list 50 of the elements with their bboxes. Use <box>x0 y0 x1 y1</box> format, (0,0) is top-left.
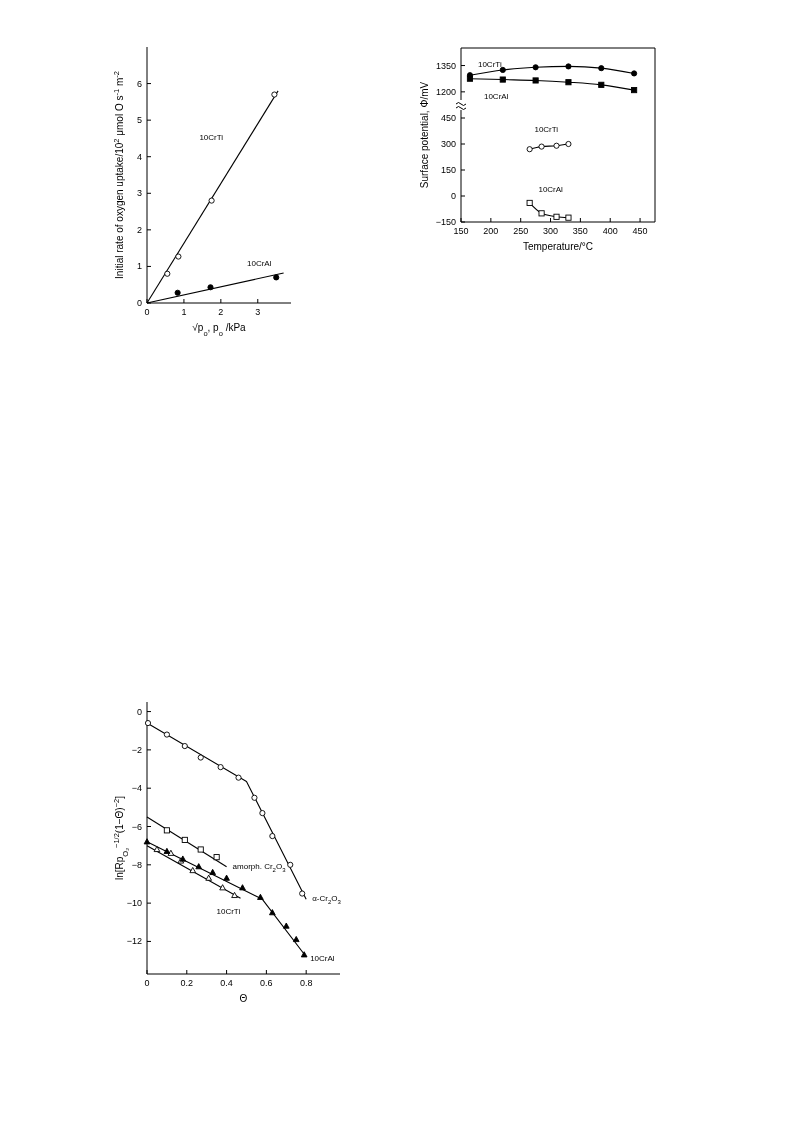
y-tick-label: −4 <box>131 783 142 794</box>
series-label: 10CrAl <box>310 953 335 963</box>
x-axis-title: √p$_{o}$, p$_{o}$ /kPa <box>192 322 247 338</box>
y-tick-label: 0 <box>136 298 142 308</box>
x-tick-label: 1 <box>181 307 187 317</box>
x-tick-label: 0 <box>144 978 150 988</box>
y-tick-label: 6 <box>136 78 142 89</box>
y-tick-label: 300 <box>440 139 456 149</box>
series-label: amorph. Cr$_{2}$O$_{3}$ <box>232 861 287 873</box>
y-tick-label: −6 <box>131 821 142 832</box>
x-tick-label: 150 <box>453 226 469 236</box>
y-tick-label: −10 <box>126 898 142 909</box>
y-tick-label: 1350 <box>435 60 456 71</box>
y-tick-label: −2 <box>131 744 142 755</box>
y-tick-label: 1 <box>136 261 142 272</box>
x-tick-label: 350 <box>572 226 588 236</box>
y-tick-label: 0 <box>450 191 456 201</box>
x-tick-label: 0.4 <box>220 978 233 988</box>
series-label: 10CrTi <box>534 125 559 134</box>
x-tick-label: 250 <box>513 226 529 236</box>
y-tick-label: 0 <box>136 706 142 717</box>
y-tick-label: 5 <box>136 115 142 126</box>
x-tick-label: 0.2 <box>180 978 194 988</box>
y-tick-label: 1200 <box>435 86 456 97</box>
x-tick-label: 0.6 <box>260 978 273 988</box>
series-label: 10CrAl <box>483 91 509 101</box>
series-label: 10CrTi <box>216 907 241 917</box>
x-tick-label: 0.8 <box>299 978 313 988</box>
x-tick-label: 3 <box>255 307 261 317</box>
x-axis-title: Θ <box>239 993 248 1004</box>
y-tick-label: −150 <box>435 217 456 227</box>
y-tick-label: 150 <box>440 165 456 175</box>
y-tick-label: −12 <box>126 936 142 947</box>
y-tick-label: −8 <box>131 859 142 870</box>
x-tick-label: 200 <box>483 226 499 236</box>
y-tick-label: 3 <box>136 188 142 199</box>
x-tick-label: 450 <box>632 226 648 236</box>
y-tick-label: 450 <box>440 113 456 123</box>
text: 10CrTi <box>199 133 224 143</box>
x-tick-label: 0 <box>144 307 150 317</box>
x-tick-label: 2 <box>218 307 224 317</box>
series-label: α-Cr$_{2}$O$_{3}$ <box>312 894 342 906</box>
x-axis-title: Temperature/°C <box>522 241 594 252</box>
series-label: 10CrAl <box>538 184 564 194</box>
y-axis-title: Surface potential, Φ/mV <box>419 81 430 189</box>
y-tick-label: 4 <box>136 151 142 162</box>
x-tick-label: 400 <box>602 226 618 236</box>
x-tick-label: 300 <box>543 226 559 236</box>
series-label: 10CrAl <box>247 259 272 269</box>
series-label: 10CrTi <box>477 60 502 70</box>
